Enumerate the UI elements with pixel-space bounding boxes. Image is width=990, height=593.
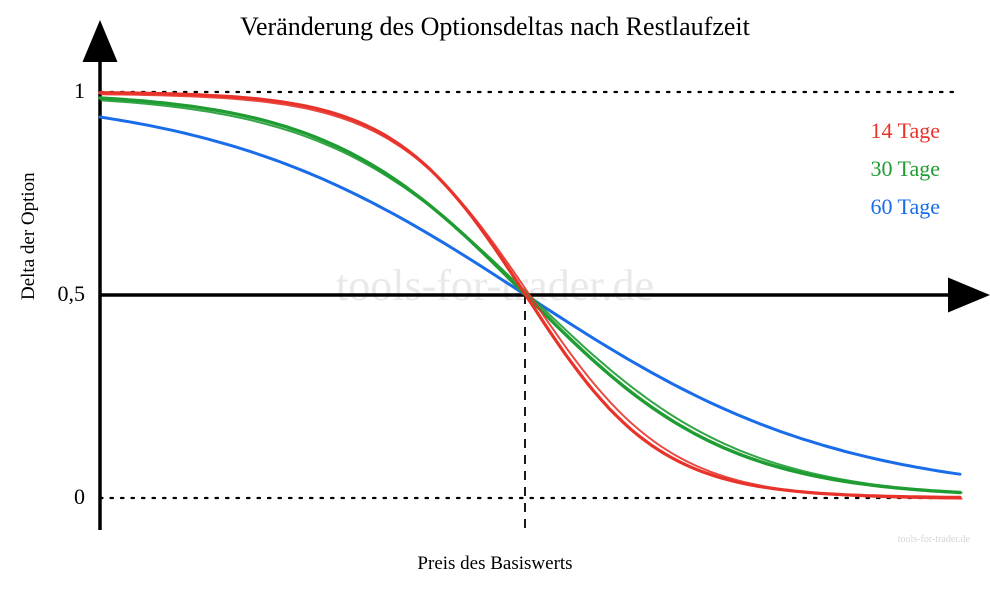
y-axis-label: Delta der Option bbox=[18, 172, 40, 300]
legend-item: 30 Tage bbox=[870, 156, 940, 182]
y-tick-label: 1 bbox=[74, 78, 85, 104]
chart-title: Veränderung des Optionsdeltas nach Restl… bbox=[0, 12, 990, 42]
legend-item: 14 Tage bbox=[870, 118, 940, 144]
watermark-small: tools-for-trader.de bbox=[898, 534, 970, 545]
y-tick-label: 0 bbox=[74, 484, 85, 510]
legend-item: 60 Tage bbox=[870, 194, 940, 220]
option-delta-chart: tools-for-trader.de Veränderung des Opti… bbox=[0, 0, 990, 593]
y-tick-label: 0,5 bbox=[58, 281, 86, 307]
plot-svg bbox=[0, 0, 990, 593]
x-axis-label: Preis des Basiswerts bbox=[0, 553, 990, 575]
